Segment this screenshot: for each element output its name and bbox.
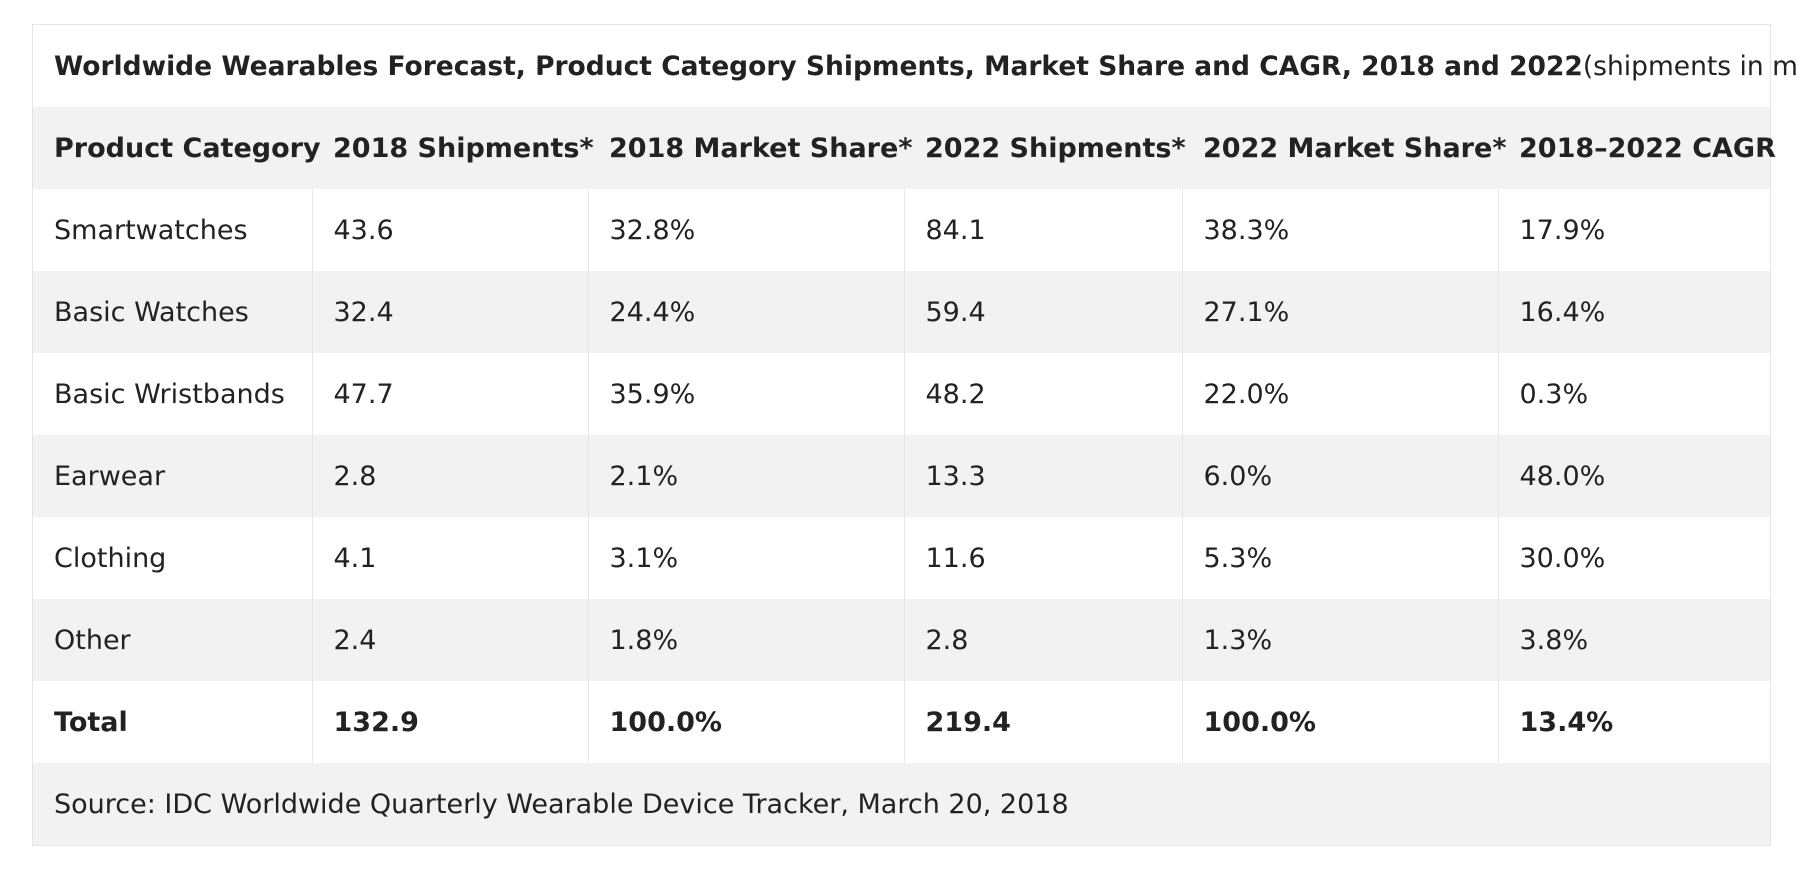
column-header-cagr: 2018–2022 CAGR	[1519, 132, 1776, 164]
table-caption: Worldwide Wearables Forecast, Product Ca…	[33, 25, 1798, 107]
cell-2018-shipments: 32.4	[311, 271, 588, 353]
cell-2018-shipments: 2.8	[311, 435, 588, 517]
table-row: Smartwatches 43.6 32.8% 84.1 38.3% 17.9%	[33, 189, 1770, 271]
total-2018-shipments: 132.9	[311, 681, 588, 763]
cell-2022-market-share: 27.1%	[1181, 271, 1498, 353]
data-table: Product Category 2018 Shipments* 2018 Ma…	[33, 107, 1776, 763]
cell-2018-market-share: 3.1%	[587, 517, 904, 599]
cell-cagr: 0.3%	[1497, 353, 1770, 435]
column-header-product-category: Product Category	[54, 132, 321, 164]
total-cagr: 13.4%	[1497, 681, 1770, 763]
cell-category: Other	[54, 624, 131, 656]
cell-2022-shipments: 48.2	[903, 353, 1182, 435]
total-row: Total 132.9 100.0% 219.4 100.0% 13.4%	[33, 681, 1770, 763]
total-2018-market-share: 100.0%	[587, 681, 904, 763]
cell-2018-market-share: 32.8%	[587, 189, 904, 271]
cell-2018-market-share: 1.8%	[587, 599, 904, 681]
cell-2022-shipments: 84.1	[903, 189, 1182, 271]
column-header-2018-shipments: 2018 Shipments*	[333, 132, 594, 164]
table-title: Worldwide Wearables Forecast, Product Ca…	[54, 50, 1583, 82]
total-label: Total	[54, 706, 128, 738]
cell-2018-market-share: 35.9%	[587, 353, 904, 435]
cell-cagr: 3.8%	[1497, 599, 1770, 681]
total-2022-market-share: 100.0%	[1181, 681, 1498, 763]
table-title-unit: (shipments in millions)	[1582, 50, 1798, 82]
table-row: Basic Watches 32.4 24.4% 59.4 27.1% 16.4…	[33, 271, 1770, 353]
cell-2022-market-share: 6.0%	[1181, 435, 1498, 517]
total-2022-shipments: 219.4	[903, 681, 1182, 763]
table-row: Earwear 2.8 2.1% 13.3 6.0% 48.0%	[33, 435, 1770, 517]
column-header-2018-market-share: 2018 Market Share*	[609, 132, 913, 164]
cell-category: Smartwatches	[54, 214, 248, 246]
cell-cagr: 16.4%	[1497, 271, 1770, 353]
table-row: Clothing 4.1 3.1% 11.6 5.3% 30.0%	[33, 517, 1770, 599]
cell-2022-shipments: 13.3	[903, 435, 1182, 517]
column-header-2022-market-share: 2022 Market Share*	[1203, 132, 1507, 164]
cell-2018-shipments: 43.6	[311, 189, 588, 271]
table-row: Other 2.4 1.8% 2.8 1.3% 3.8%	[33, 599, 1770, 681]
cell-2022-shipments: 2.8	[903, 599, 1182, 681]
column-header-2022-shipments: 2022 Shipments*	[925, 132, 1186, 164]
table-header-row: Product Category 2018 Shipments* 2018 Ma…	[33, 107, 1776, 189]
cell-2022-market-share: 5.3%	[1181, 517, 1498, 599]
cell-2022-market-share: 1.3%	[1181, 599, 1498, 681]
cell-cagr: 48.0%	[1497, 435, 1770, 517]
cell-2018-shipments: 47.7	[311, 353, 588, 435]
cell-cagr: 17.9%	[1497, 189, 1770, 271]
cell-2018-shipments: 4.1	[311, 517, 588, 599]
cell-2018-market-share: 2.1%	[587, 435, 904, 517]
cell-2022-market-share: 38.3%	[1181, 189, 1498, 271]
table-row: Basic Wristbands 47.7 35.9% 48.2 22.0% 0…	[33, 353, 1770, 435]
cell-2022-shipments: 11.6	[903, 517, 1182, 599]
cell-2022-shipments: 59.4	[903, 271, 1182, 353]
cell-category: Clothing	[54, 542, 167, 574]
cell-category: Basic Watches	[54, 296, 249, 328]
cell-2018-shipments: 2.4	[311, 599, 588, 681]
wearables-forecast-table: Worldwide Wearables Forecast, Product Ca…	[32, 24, 1798, 846]
cell-category: Basic Wristbands	[54, 378, 285, 410]
cell-cagr: 30.0%	[1497, 517, 1770, 599]
source-note: Source: IDC Worldwide Quarterly Wearable…	[33, 763, 1770, 845]
cell-2022-market-share: 22.0%	[1181, 353, 1498, 435]
cell-2018-market-share: 24.4%	[587, 271, 904, 353]
cell-category: Earwear	[54, 460, 166, 492]
